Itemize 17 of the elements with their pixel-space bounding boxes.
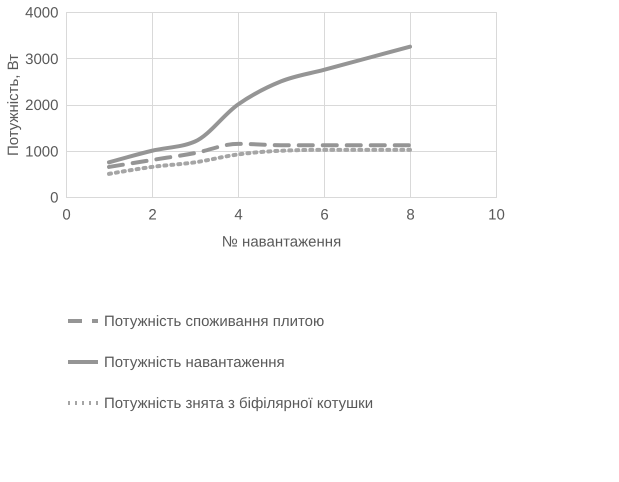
x-axis-title: № навантаження: [222, 234, 342, 250]
y-tick-label: 2000: [25, 97, 58, 114]
y-tick-label: 0: [50, 190, 58, 206]
x-tick-label: 8: [406, 206, 415, 224]
y-tick-label: 4000: [25, 4, 58, 22]
y-tick-label: 3000: [25, 50, 58, 68]
x-tick-label: 0: [62, 206, 71, 224]
legend-label: Потужність знята з біфілярної котушки: [104, 395, 374, 412]
y-tick-label: 1000: [25, 143, 58, 160]
legend-label: Потужність споживання плитою: [104, 313, 324, 330]
x-tick-label: 6: [320, 206, 329, 224]
line-series: [107, 148, 412, 176]
x-tick-label: 2: [148, 206, 157, 224]
legend-label: Потужність навантаження: [104, 354, 285, 371]
x-tick-label: 10: [488, 206, 505, 224]
x-tick-label: 4: [234, 206, 243, 224]
y-axis-title: Потужність, Вт: [5, 54, 22, 156]
